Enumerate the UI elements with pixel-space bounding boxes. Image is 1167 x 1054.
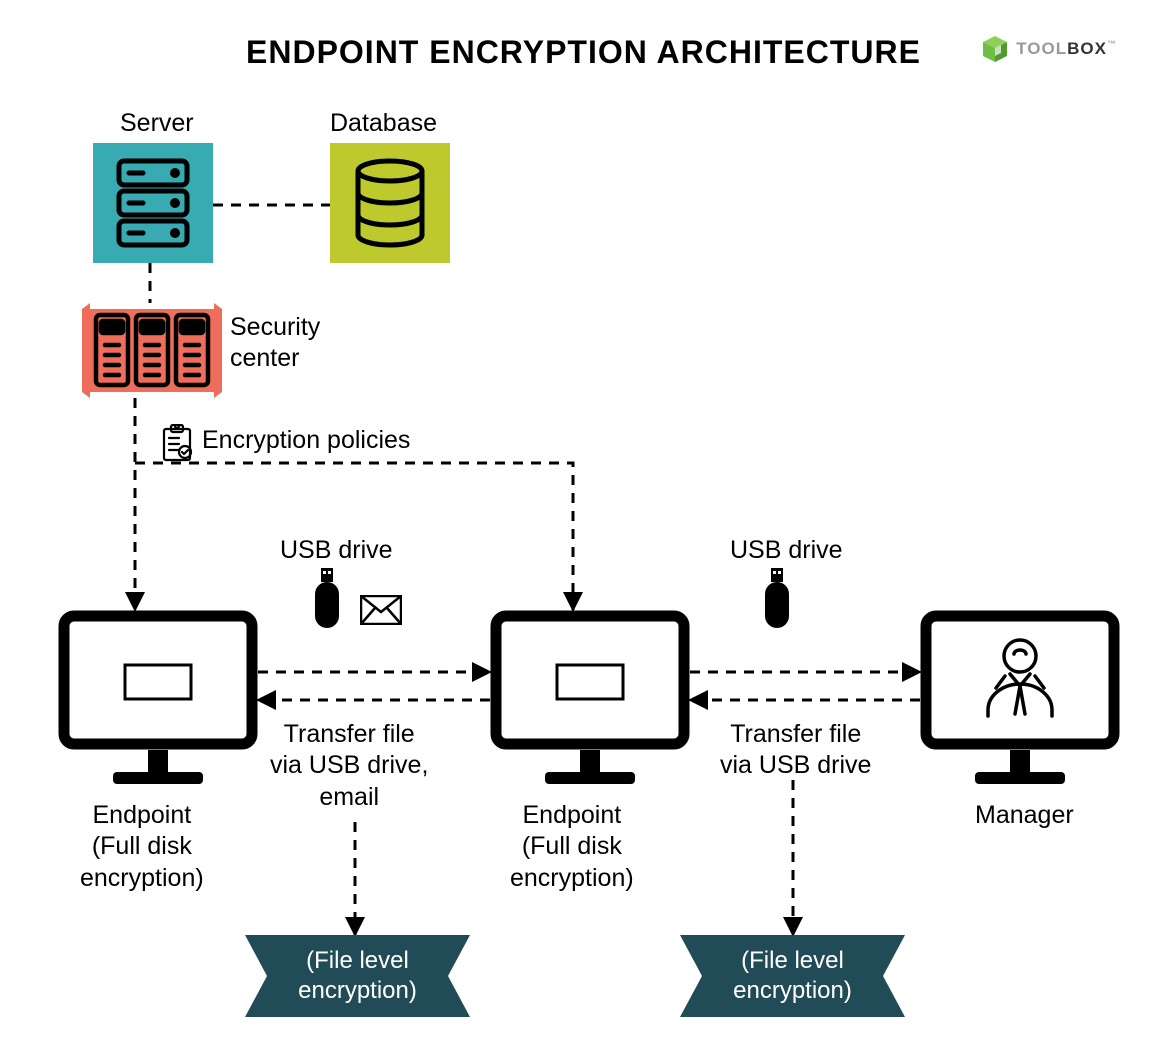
manager-monitor [920, 610, 1120, 790]
diagram-stage: ENDPOINT ENCRYPTION ARCHITECTURE TOOLBOX… [0, 0, 1167, 1054]
security-center-node [82, 303, 222, 398]
endpoint1-label: Endpoint (Full disk encryption) [80, 800, 204, 894]
server-node [93, 143, 213, 263]
endpoint2-monitor [490, 610, 690, 790]
file-level-ribbon-1: (File level encryption) [245, 935, 470, 1017]
clipboard-icon [160, 424, 194, 462]
database-node [330, 143, 450, 263]
email-icon [360, 595, 402, 625]
transfer1-label: Transfer file via USB drive, email [270, 719, 428, 813]
file-level-ribbon-2: (File level encryption) [680, 935, 905, 1017]
security-center-label: Security center [230, 312, 390, 375]
usb1-label: USB drive [280, 535, 393, 566]
usb-icon-2 [762, 568, 792, 630]
database-label: Database [330, 108, 437, 139]
endpoint1-monitor [58, 610, 258, 790]
cube-icon [980, 34, 1010, 64]
endpoint2-label: Endpoint (Full disk encryption) [510, 800, 634, 894]
encryption-policies-label: Encryption policies [202, 425, 410, 456]
server-label: Server [120, 108, 194, 139]
manager-label: Manager [975, 800, 1074, 831]
usb-icon-1 [312, 568, 342, 630]
brand-logo: TOOLBOX™ [980, 34, 1117, 64]
usb2-label: USB drive [730, 535, 843, 566]
brand-text: TOOLBOX™ [1016, 39, 1117, 59]
transfer2-label: Transfer file via USB drive [720, 719, 871, 782]
